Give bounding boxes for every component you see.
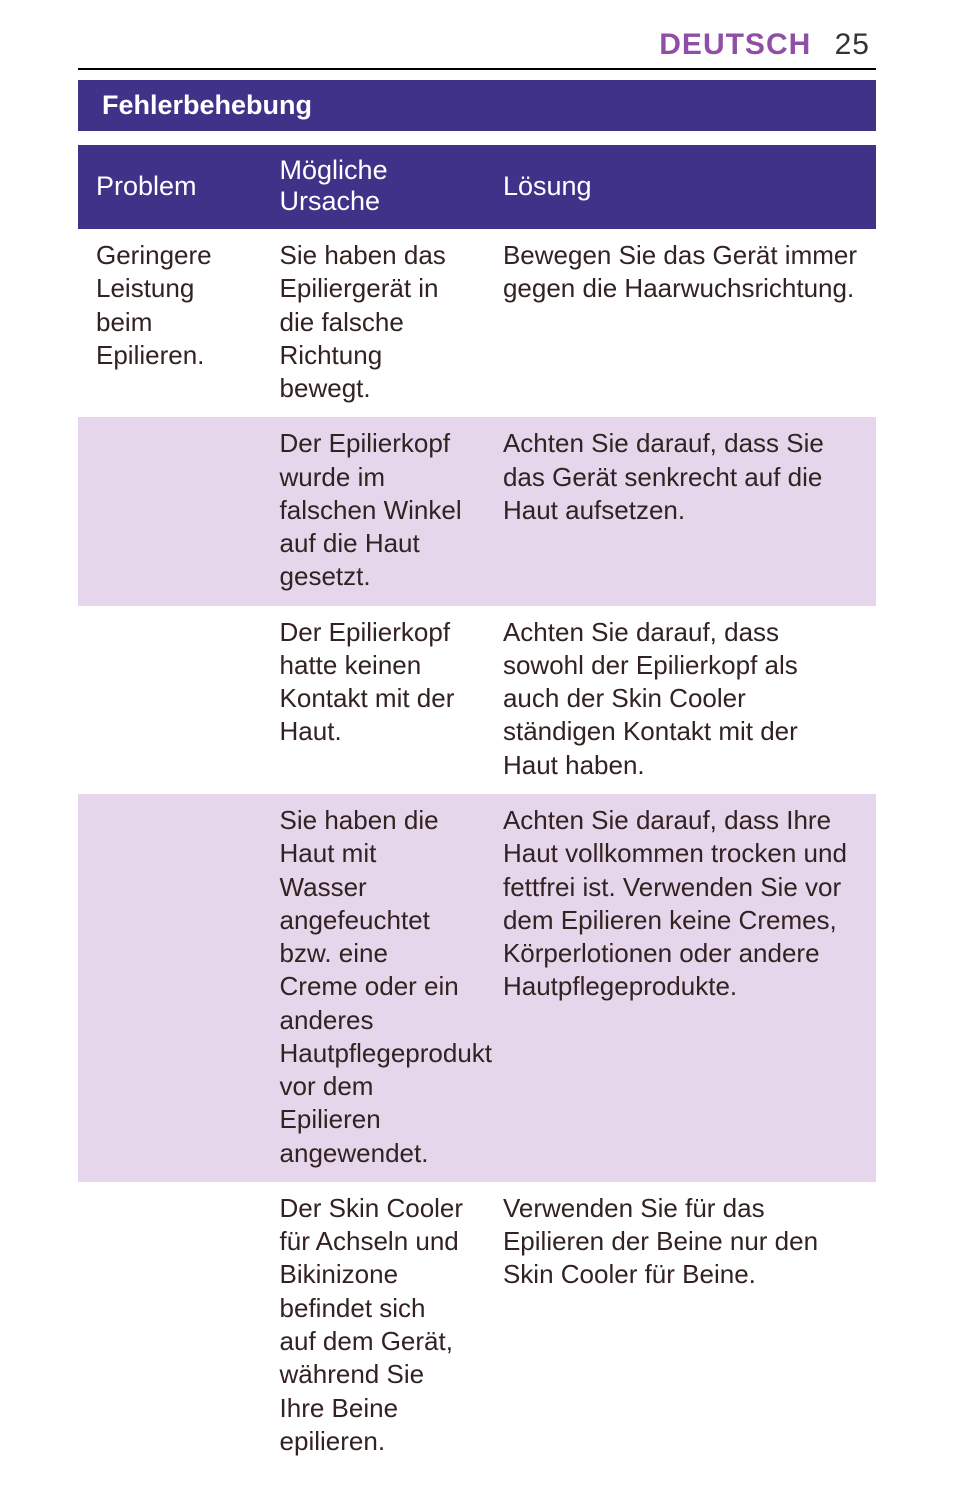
cell-cause: Sie haben das Epiliergerät in die falsch…	[262, 229, 485, 417]
cell-cause: Der Epilierkopf hatte keinen Kontakt mit…	[262, 606, 485, 794]
page-number: 25	[835, 28, 870, 61]
page-header: DEUTSCH 25	[78, 28, 876, 62]
cell-problem	[78, 794, 262, 1182]
section-title-bar: Fehlerbehebung	[78, 80, 876, 131]
cell-problem	[78, 606, 262, 794]
troubleshoot-table: Problem Mögliche Ursache Lösung Geringer…	[78, 145, 876, 1470]
cell-problem	[78, 1182, 262, 1470]
cell-problem: Geringere Leistung beim Epilieren.	[78, 229, 262, 417]
cell-cause: Der Skin Cooler für Achseln und Bikinizo…	[262, 1182, 485, 1470]
table-row: Der Epilierkopf hatte keinen Kontakt mit…	[78, 606, 876, 794]
cell-problem	[78, 417, 262, 605]
col-problem: Problem	[78, 145, 262, 229]
language-label: DEUTSCH	[659, 28, 811, 61]
table-body: Geringere Leistung beim Epilieren.Sie ha…	[78, 229, 876, 1470]
cell-solution: Achten Sie darauf, dass Sie das Gerät se…	[485, 417, 876, 605]
cell-cause: Der Epilierkopf wurde im falschen Winkel…	[262, 417, 485, 605]
table-row: Der Skin Cooler für Achseln und Bikinizo…	[78, 1182, 876, 1470]
cell-cause: Sie haben die Haut mit Wasser angefeucht…	[262, 794, 485, 1182]
header-rule	[78, 68, 876, 70]
page-container: DEUTSCH 25 Fehlerbehebung Problem Möglic…	[0, 0, 954, 1510]
cell-solution: Verwenden Sie für das Epilieren der Bein…	[485, 1182, 876, 1470]
table-header: Problem Mögliche Ursache Lösung	[78, 145, 876, 229]
col-solution: Lösung	[485, 145, 876, 229]
table-row: Sie haben die Haut mit Wasser angefeucht…	[78, 794, 876, 1182]
table-row: Geringere Leistung beim Epilieren.Sie ha…	[78, 229, 876, 417]
cell-solution: Achten Sie darauf, dass sowohl der Epili…	[485, 606, 876, 794]
col-cause: Mögliche Ursache	[262, 145, 485, 229]
cell-solution: Bewegen Sie das Gerät immer gegen die Ha…	[485, 229, 876, 417]
table-row: Der Epilierkopf wurde im falschen Winkel…	[78, 417, 876, 605]
cell-solution: Achten Sie darauf, dass Ihre Haut vollko…	[485, 794, 876, 1182]
